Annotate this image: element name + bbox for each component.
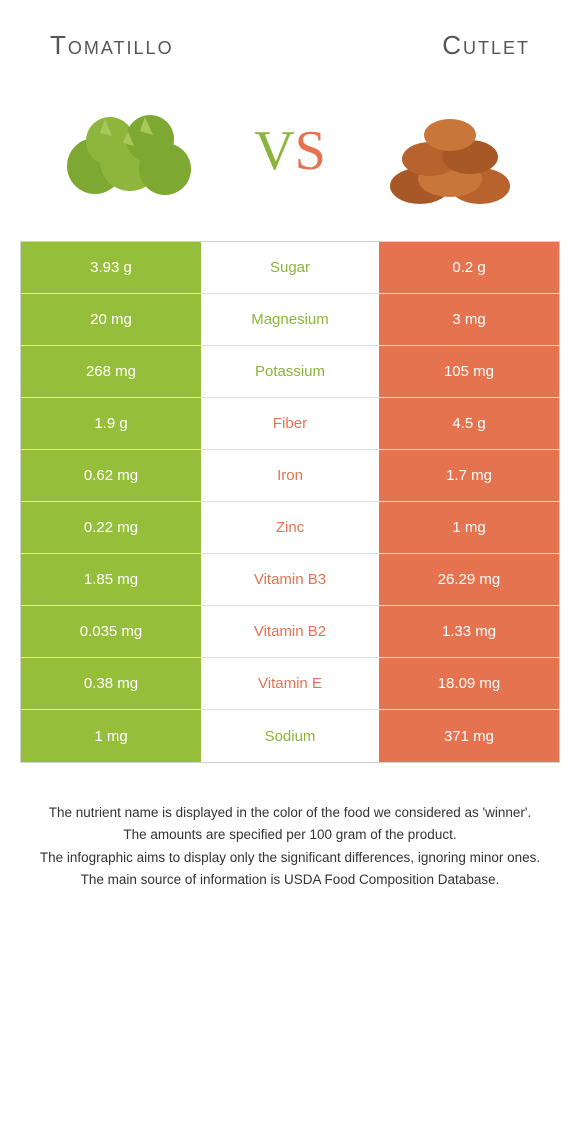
nutrient-label: Iron [201,450,379,501]
right-value: 1.7 mg [379,450,559,501]
table-row: 20 mgMagnesium3 mg [21,294,559,346]
table-row: 3.93 gSugar0.2 g [21,242,559,294]
left-value: 0.035 mg [21,606,201,657]
vs-label: VS [254,119,326,183]
left-value: 0.62 mg [21,450,201,501]
table-row: 1 mgSodium371 mg [21,710,559,762]
right-value: 26.29 mg [379,554,559,605]
nutrient-label: Magnesium [201,294,379,345]
right-value: 371 mg [379,710,559,762]
footnote-line: The amounts are specified per 100 gram o… [30,825,550,845]
right-value: 0.2 g [379,242,559,293]
left-value: 0.22 mg [21,502,201,553]
nutrient-label: Sodium [201,710,379,762]
left-value: 20 mg [21,294,201,345]
nutrient-label: Zinc [201,502,379,553]
left-value: 0.38 mg [21,658,201,709]
table-row: 268 mgPotassium105 mg [21,346,559,398]
nutrient-label: Vitamin B3 [201,554,379,605]
vs-s: S [295,120,326,182]
vs-v: V [254,120,294,182]
right-value: 4.5 g [379,398,559,449]
nutrient-label: Vitamin E [201,658,379,709]
footnote-line: The nutrient name is displayed in the co… [30,803,550,823]
left-value: 3.93 g [21,242,201,293]
table-row: 0.38 mgVitamin E18.09 mg [21,658,559,710]
table-row: 1.85 mgVitamin B326.29 mg [21,554,559,606]
right-value: 1 mg [379,502,559,553]
comparison-table: 3.93 gSugar0.2 g20 mgMagnesium3 mg268 mg… [20,241,560,763]
footnotes: The nutrient name is displayed in the co… [0,763,580,922]
footnote-line: The main source of information is USDA F… [30,870,550,890]
left-food-title: Tomatillo [50,30,174,61]
right-value: 1.33 mg [379,606,559,657]
table-row: 0.22 mgZinc1 mg [21,502,559,554]
right-value: 105 mg [379,346,559,397]
table-row: 1.9 gFiber4.5 g [21,398,559,450]
footnote-line: The infographic aims to display only the… [30,848,550,868]
nutrient-label: Potassium [201,346,379,397]
cutlet-image [370,91,530,211]
nutrient-label: Fiber [201,398,379,449]
left-value: 1.9 g [21,398,201,449]
table-row: 0.035 mgVitamin B21.33 mg [21,606,559,658]
nutrient-label: Sugar [201,242,379,293]
tomatillo-image [50,91,210,211]
right-value: 3 mg [379,294,559,345]
right-food-title: Cutlet [442,30,530,61]
left-value: 268 mg [21,346,201,397]
nutrient-label: Vitamin B2 [201,606,379,657]
table-row: 0.62 mgIron1.7 mg [21,450,559,502]
left-value: 1.85 mg [21,554,201,605]
right-value: 18.09 mg [379,658,559,709]
left-value: 1 mg [21,710,201,762]
